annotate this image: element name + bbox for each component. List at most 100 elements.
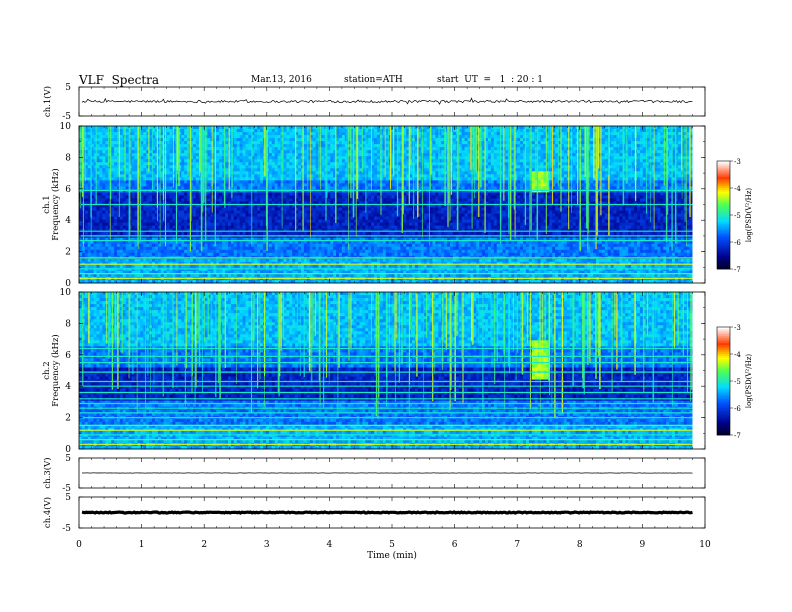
ch1-spectrogram-cell: [339, 165, 343, 169]
ch1-spectrogram-cell: [122, 270, 127, 275]
ch1-spectrogram-cell: [309, 159, 314, 163]
ch1-spectrogram-cell: [286, 135, 290, 139]
ch1-spectrogram-cell: [131, 207, 135, 211]
ch1-spectrogram-cell: [292, 249, 296, 254]
ch1-spectrogram-cell: [184, 225, 188, 230]
ch1-spectrogram-cell: [312, 186, 317, 190]
ch1-spectrogram-cell: [239, 180, 243, 184]
ch1-spectrogram-cell: [134, 141, 138, 145]
ch1-spectrogram-cell: [154, 258, 159, 263]
ch1-spectrogram-cell: [169, 162, 173, 166]
ch1-spectrogram-cell: [242, 204, 246, 208]
ch1-spectrogram-cell: [330, 135, 334, 139]
ch1-spectrogram-cell: [184, 141, 188, 145]
ch1-spectrogram-cell: [350, 129, 354, 133]
ch1-spectrogram-cell: [172, 279, 176, 284]
ch1-spectrogram-cell: [248, 240, 252, 245]
ch1-spectrogram-cell: [303, 183, 308, 187]
ch1-spectrogram-cell: [102, 222, 106, 227]
ch1-spectrogram-cell: [230, 243, 235, 248]
ch1-spectrogram-cell: [327, 261, 331, 266]
ch1-spectrogram-cell: [254, 150, 258, 154]
ch1-spectrogram-cell: [309, 270, 314, 275]
ch1-spectrogram-cell: [178, 210, 182, 214]
ch1-spectrogram-cell: [184, 183, 188, 187]
ch1-spectrogram-cell: [140, 126, 144, 130]
ch1-spectrogram-cell: [175, 279, 179, 284]
ch1-spectrogram-cell: [102, 195, 106, 199]
ch1-spectrogram-cell: [277, 147, 281, 151]
ch1-spectrogram-cell: [283, 279, 287, 284]
ch1-spectrogram-cell: [230, 228, 235, 233]
ch1-spectrogram-cell: [274, 264, 279, 269]
ch1-spectrogram-cell: [239, 240, 243, 245]
ch1-spectrogram-cell: [143, 183, 147, 187]
ch1-spectrogram-cell: [114, 225, 118, 230]
ch1-spectrogram-cell: [154, 201, 159, 205]
ch1-spectrogram-cell: [303, 243, 308, 248]
ch1-spectrogram-cell: [116, 213, 121, 217]
ch1-spectrogram-cell: [125, 135, 130, 139]
ch1-spectrogram-cell: [166, 231, 170, 236]
ch1-spectrogram-cell: [254, 252, 258, 257]
ch1-spectrogram-cell: [347, 273, 352, 278]
ch1-spectrogram-cell: [336, 144, 340, 148]
ch1-spectrogram-cell: [169, 183, 173, 187]
ch1-spectrogram-cell: [227, 246, 232, 251]
ch1-spectrogram-cell: [131, 192, 135, 196]
ch1-spectrogram-cell: [163, 261, 168, 266]
ch1-spectrogram-cell: [268, 132, 273, 136]
ch1-spectrogram-cell: [227, 279, 232, 284]
ch1-spectrogram-cell: [222, 240, 226, 245]
ch1-spectrogram-cell: [286, 159, 290, 163]
ch1-spectrogram-cell: [84, 207, 89, 211]
ch1-spectrogram-cell: [283, 135, 287, 139]
ch1-spectrogram-cell: [344, 270, 349, 275]
ch1-spectrogram-cell: [330, 249, 334, 254]
ch1-spectrogram-cell: [166, 162, 170, 166]
ch1-spectrogram-cell: [286, 138, 290, 142]
ch1-spectrogram-cell: [245, 228, 249, 233]
ch1-spectrogram-cell: [330, 159, 334, 163]
ch1-voltage-ylabel: ch.1(V): [42, 86, 53, 117]
ch1-spectrogram-cell: [239, 207, 243, 211]
ch1-spectrogram-cell: [143, 252, 147, 257]
ch1-spectrogram-cell: [102, 129, 106, 133]
ch1-spectrogram-cell: [309, 183, 314, 187]
ch1-spectrogram-cell: [172, 126, 176, 130]
ch1-spectrogram-cell: [87, 189, 92, 193]
ch1-spectrogram-cell: [178, 207, 182, 211]
ch1-spectrogram-cell: [114, 252, 118, 257]
ch1-spectrogram-cell: [137, 132, 141, 136]
ch1-spectrogram-cell: [102, 228, 106, 233]
ch1-spectrogram-cell: [105, 207, 109, 211]
ch1-spectrogram-cell: [201, 279, 206, 284]
ch1-spectrogram-cell: [122, 213, 127, 217]
ch1-spectrogram-cell: [251, 231, 255, 236]
ch1-spectrogram-cell: [336, 189, 340, 193]
ch1-spectrogram-cell: [222, 129, 226, 133]
ch1-spectrogram-cell: [347, 192, 352, 196]
ch1-spectrogram-cell: [347, 237, 352, 242]
ch1-spectrogram-cell: [131, 159, 135, 163]
ch1-spectrogram-cell: [207, 273, 211, 278]
ch1-spectrogram-cell: [143, 261, 147, 266]
ch1-spectrogram-cell: [137, 171, 141, 175]
ch1-spectrogram-cell: [207, 270, 211, 275]
ch1-spectrogram-cell: [201, 204, 206, 208]
ch1-spectrogram-cell: [274, 135, 279, 139]
ch1-spectrogram-cell: [321, 267, 325, 272]
ch1-spectrogram-cell: [245, 222, 249, 227]
ch1-spectrogram-cell: [312, 207, 317, 211]
ch1-spectrogram-cell: [248, 195, 252, 199]
ch1-spectrogram-cell: [172, 231, 176, 236]
ch1-spectrogram-cell: [263, 252, 267, 257]
ch1-spectrogram-cell: [149, 216, 153, 220]
ch1-spectrogram-cell: [283, 243, 287, 248]
ch1-spectrogram-cell: [152, 219, 156, 224]
ch1-spectrogram-cell: [309, 156, 314, 160]
ch1-spectrogram-cell: [292, 231, 296, 236]
ch1-spectrogram-cell: [149, 138, 153, 142]
ch1-spectrogram-cell: [96, 144, 100, 148]
ch1-spectrogram-cell: [312, 216, 317, 220]
